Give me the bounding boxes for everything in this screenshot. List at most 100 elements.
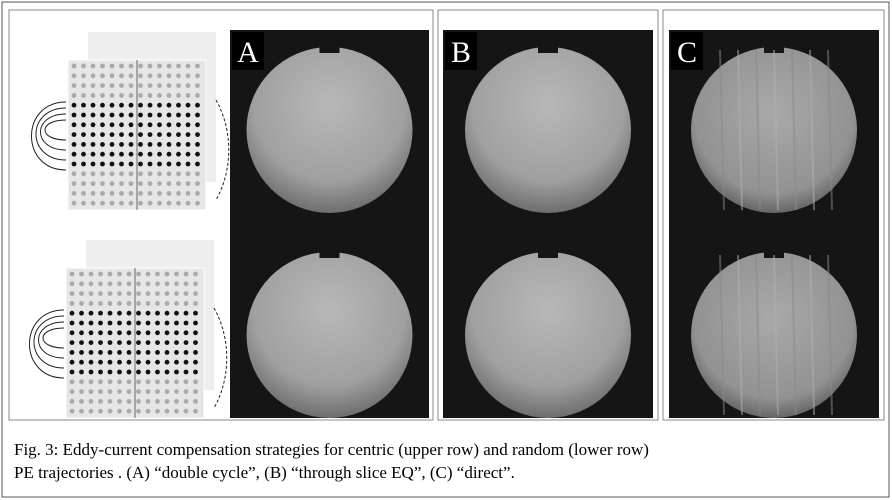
kspace-dot [108,399,113,404]
kspace-dot [72,93,77,98]
kspace-dot [129,73,134,78]
kspace-dot [110,93,115,98]
kspace-dot [100,181,105,186]
kspace-dot [186,64,191,69]
kspace-dot [195,93,200,98]
kspace-dot [70,350,75,355]
kspace-dot [100,64,105,69]
kspace-dot [129,142,134,147]
kspace-dot [129,122,134,127]
kspace-dot [79,321,84,326]
phantom-disc [247,47,413,213]
kspace-dot [176,93,181,98]
caption-line: Fig. 3: Eddy-current compensation strate… [14,440,649,460]
kspace-dot [91,152,96,157]
kspace-dot [195,152,200,157]
kspace-dot [108,281,113,286]
kspace-dot [108,311,113,316]
kspace-dot [110,162,115,167]
kspace-dot [193,389,198,394]
kspace-dot [174,409,179,414]
kspace-dot [174,360,179,365]
kspace-dot [174,379,179,384]
kspace-dot [167,83,172,88]
kspace-dot [89,301,94,306]
kspace-dot [186,152,191,157]
kspace-dot [127,350,132,355]
kspace-dot [165,321,170,326]
kspace-dot [193,340,198,345]
kspace-dot [108,330,113,335]
kspace-dot [91,103,96,108]
kspace-dot [117,389,122,394]
kspace-dot [165,399,170,404]
kspace-dot [98,409,103,414]
kspace-dot [91,113,96,118]
kspace-dot [117,409,122,414]
kspace-dot [155,389,160,394]
trajectory-arrow [45,120,66,140]
kspace-dot [108,360,113,365]
kspace-dot [186,201,191,206]
kspace-dot [165,291,170,296]
kspace-dot [157,152,162,157]
kspace-dot [89,281,94,286]
kspace-dot [72,122,77,127]
kspace-dot [136,399,141,404]
kspace-dot [110,83,115,88]
kspace-dot [148,181,153,186]
kspace-dot [184,330,189,335]
kspace-dot [89,340,94,345]
kspace-dot [79,360,84,365]
kspace-dot [81,132,86,137]
kspace-dot [184,281,189,286]
kspace-dot [119,181,124,186]
kspace-dot [81,93,86,98]
kspace-dot [89,330,94,335]
kspace-dot [165,330,170,335]
kspace-dot [127,321,132,326]
kspace-dot [148,103,153,108]
kspace-dot [155,360,160,365]
kspace-dot [127,272,132,277]
kspace-dot [98,281,103,286]
kspace-dot [100,113,105,118]
kspace-dot [195,83,200,88]
kspace-dot [165,389,170,394]
kspace-dot [195,181,200,186]
kspace-dot [129,103,134,108]
kspace-dot [193,321,198,326]
kspace-dot [98,350,103,355]
kspace-dot [127,330,132,335]
kspace-dot [176,132,181,137]
kspace-dot [98,399,103,404]
kspace-dot [165,311,170,316]
kspace-dot [157,201,162,206]
kspace-dot [110,113,115,118]
kspace-dot [195,113,200,118]
kspace-dot [127,281,132,286]
kspace-dot [81,113,86,118]
kspace-dot [195,191,200,196]
kspace-dot [155,272,160,277]
kspace-dot [138,113,143,118]
kspace-dot [174,370,179,375]
kspace-dot [136,360,141,365]
kspace-dot [129,132,134,137]
kspace-dot [119,122,124,127]
kspace-dot [155,370,160,375]
kspace-dot [72,181,77,186]
kspace-dot [79,340,84,345]
kspace-dot [89,311,94,316]
kspace-dot [148,201,153,206]
kspace-dot [127,291,132,296]
kspace-dot [129,64,134,69]
kspace-dot [136,409,141,414]
kspace-dot [165,340,170,345]
kspace-dot [72,201,77,206]
kspace-dot [176,191,181,196]
kspace-dot [100,191,105,196]
trajectory-arrow [214,308,227,408]
kspace-dot [89,370,94,375]
kspace-dot [155,321,160,326]
